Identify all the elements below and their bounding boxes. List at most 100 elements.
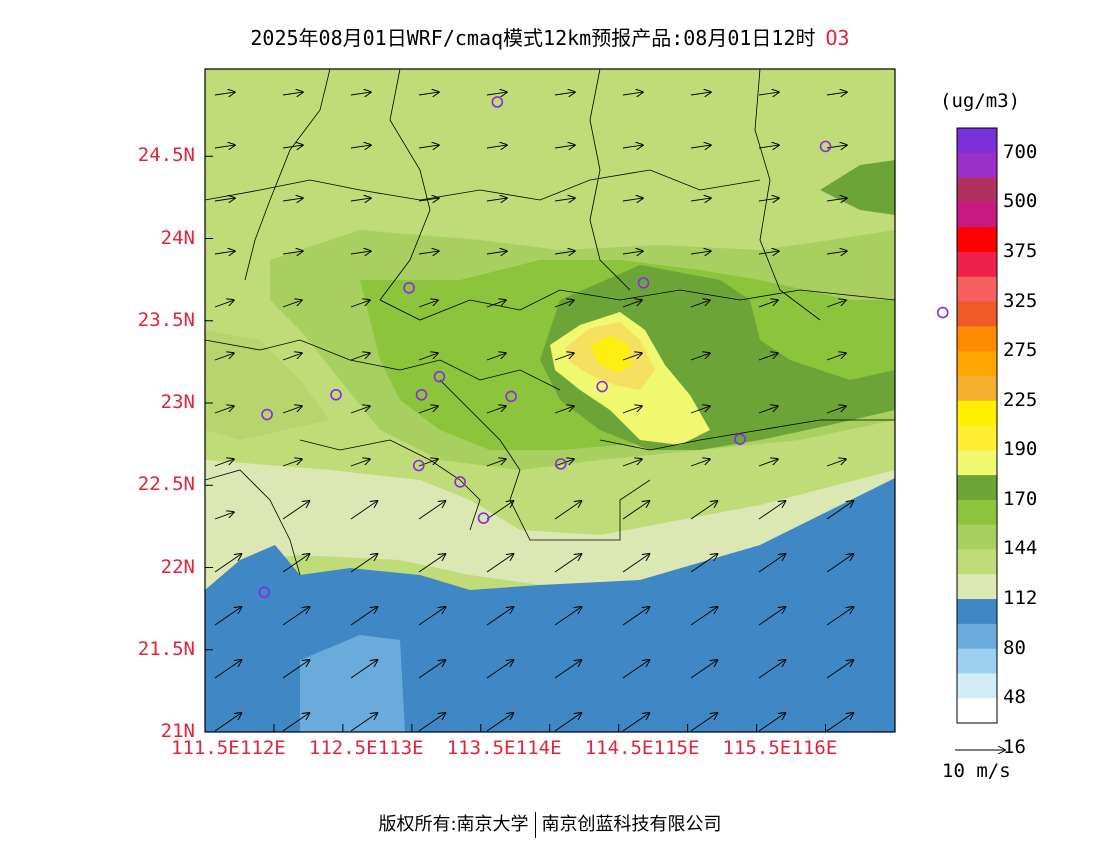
wind-arrow — [418, 251, 439, 254]
wind-arrow — [486, 406, 506, 414]
station-marker — [433, 370, 446, 383]
wind-arrow — [350, 501, 377, 520]
colorbar-frame — [956, 127, 998, 724]
wind-arrow — [554, 713, 581, 732]
wind-arrow — [486, 353, 506, 361]
wind-arrow — [690, 300, 710, 308]
wind-arrow — [622, 607, 649, 626]
wind-arrow — [554, 145, 575, 148]
wind-arrow — [622, 406, 642, 414]
wind-arrow — [418, 554, 445, 573]
wind-arrow — [690, 713, 717, 732]
wind-arrow — [758, 607, 785, 626]
lon-label: 113E — [377, 737, 424, 759]
wind-arrow — [418, 92, 439, 95]
wind-arrow — [486, 607, 513, 626]
wind-arrow — [622, 198, 643, 201]
colorbar-label: 112 — [1003, 587, 1038, 610]
wind-arrow — [486, 92, 507, 95]
colorbar-swatch — [957, 549, 997, 575]
wind-arrow — [486, 713, 513, 732]
wind-arrow — [418, 713, 445, 732]
station-marker — [554, 458, 567, 470]
colorbar-swatch — [957, 301, 997, 327]
station-marker — [637, 277, 650, 289]
wind-arrow — [282, 145, 303, 148]
wind-arrow — [418, 145, 439, 148]
lon-label: 114.5E — [584, 737, 654, 759]
lon-label: 112.5E — [308, 737, 378, 759]
wind-arrow — [758, 145, 779, 148]
wind-arrow — [486, 198, 507, 201]
lat-label: 23.5N — [137, 308, 195, 331]
wind-arrow — [622, 459, 642, 467]
wind-arrow — [554, 501, 581, 520]
colorbar-swatch — [957, 326, 997, 352]
wind-arrow — [554, 198, 575, 201]
station-marker — [477, 512, 490, 524]
wind-arrow — [486, 145, 507, 148]
station-marker — [819, 140, 832, 153]
wind-arrow — [486, 251, 507, 254]
lat-label: 22N — [160, 555, 195, 578]
wind-arrow — [554, 300, 574, 308]
station-marker — [261, 408, 273, 421]
lon-label: 114E — [515, 737, 562, 759]
wind-arrow — [282, 554, 309, 573]
wind-arrow — [214, 353, 234, 361]
colorbar-swatch — [957, 276, 997, 303]
wind-arrow — [622, 501, 649, 520]
wind-arrow — [758, 300, 778, 308]
colorbar-swatch — [957, 177, 997, 203]
station-marker — [936, 306, 949, 319]
station-marker — [403, 282, 415, 294]
wind-arrow — [826, 607, 853, 626]
wind-arrow — [690, 607, 717, 626]
wind-arrow — [418, 607, 445, 626]
lon-label: 115E — [653, 737, 700, 759]
station-marker — [505, 390, 517, 403]
wind-arrow — [622, 660, 649, 679]
colorbar-label: 700 — [1003, 140, 1038, 163]
lon-label: 115.5E — [722, 737, 792, 759]
lat-label: 21.5N — [137, 637, 195, 660]
wind-arrow — [282, 459, 302, 467]
colorbar-swatch — [957, 351, 997, 377]
wind-arrow — [418, 501, 445, 520]
wind-arrow — [826, 251, 847, 254]
colorbar-label: 375 — [1003, 239, 1038, 262]
colorbar-swatch — [957, 400, 997, 426]
wind-arrow — [826, 554, 853, 573]
wind-scale-label: 10 m/s — [942, 760, 1011, 782]
wind-arrow — [214, 198, 235, 201]
wind-arrow — [826, 353, 846, 361]
footer-divider — [534, 812, 536, 838]
wind-arrow — [350, 554, 377, 573]
colorbar-swatch — [957, 574, 997, 600]
wind-arrow — [214, 459, 234, 467]
wind-arrow — [554, 92, 575, 95]
wind-arrow — [758, 660, 785, 679]
lat-label: 24N — [160, 226, 195, 249]
colorbar-swatch — [957, 673, 997, 699]
wind-arrow — [690, 501, 717, 520]
wind-arrow — [690, 353, 710, 361]
wind-arrow — [350, 251, 371, 254]
lon-label: 116E — [791, 737, 838, 759]
colorbar-label: 325 — [1003, 289, 1038, 312]
station-marker — [734, 433, 746, 445]
station-marker — [454, 476, 466, 488]
wind-arrow — [214, 660, 241, 679]
wind-arrow — [282, 300, 302, 308]
wind-arrow — [554, 607, 581, 626]
footer-left: 版权所有:南京大学 — [378, 814, 529, 835]
wind-arrow — [826, 406, 846, 414]
colorbar-label: 170 — [1003, 487, 1038, 510]
band-200 — [590, 335, 632, 372]
wind-arrow — [282, 607, 309, 626]
wind-arrow — [826, 660, 853, 679]
colorbar-swatch — [957, 375, 997, 402]
station-marker — [258, 586, 271, 598]
colorbar-label: 80 — [1003, 636, 1026, 659]
